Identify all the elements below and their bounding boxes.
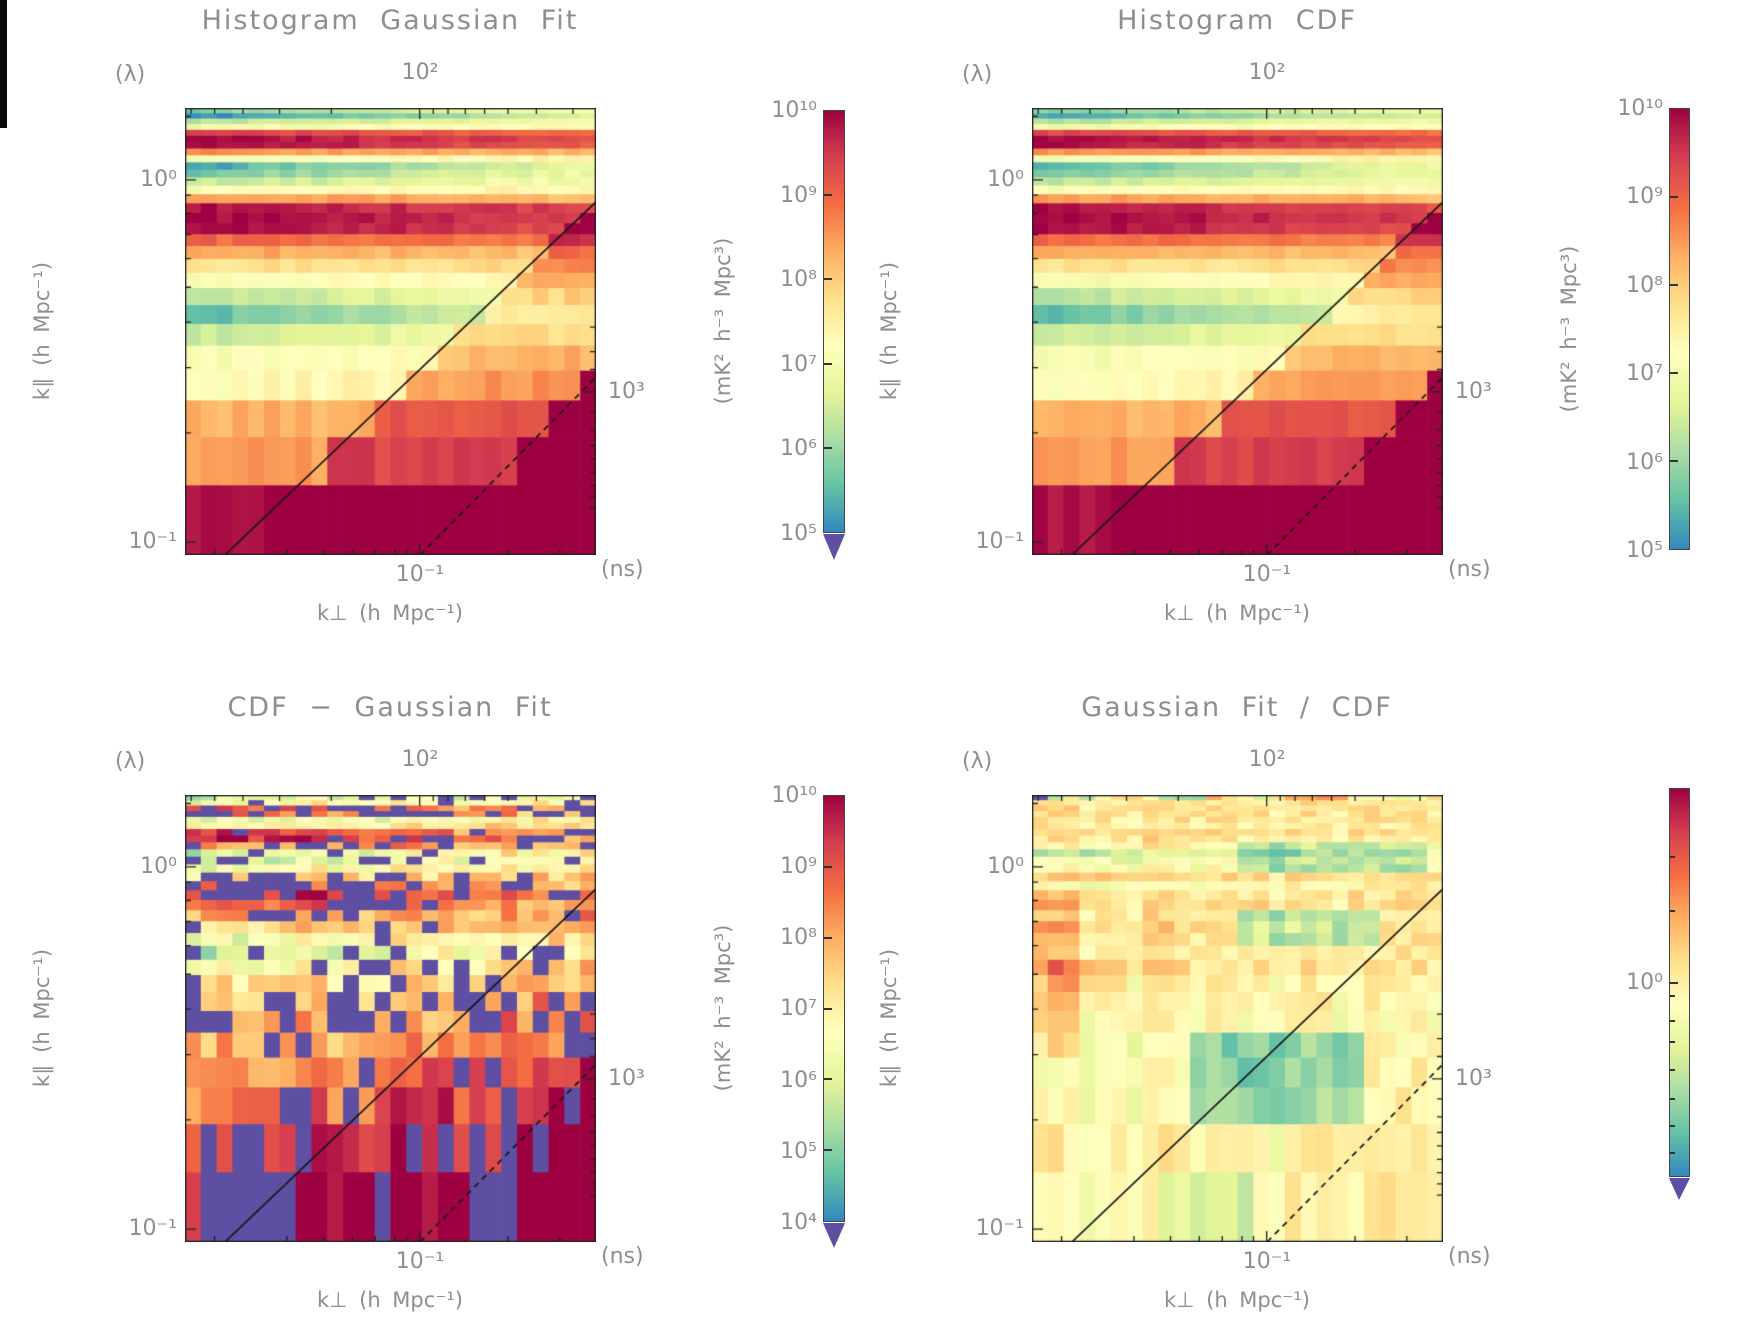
colorbar-tick [1670, 196, 1678, 198]
x-axis-label: k⊥ (h Mpc⁻¹) [1164, 1288, 1310, 1312]
colorbar-tick-label: 10⁸ [1626, 273, 1663, 298]
colorbar-tick-label: 10⁷ [780, 996, 817, 1021]
colorbar-tick [824, 446, 832, 449]
right-axis-unit-label: (ns) [1448, 1244, 1491, 1269]
colorbar-tick [824, 1007, 832, 1010]
colorbar-tick-label: 10⁷ [1626, 361, 1663, 386]
colorbar-tick-label: 10⁸ [780, 267, 817, 292]
heatmap-gaussian-fit-over-cdf [1032, 795, 1443, 1242]
colorbar-tick [824, 1078, 832, 1081]
colorbar-underflow-arrow [823, 1223, 845, 1248]
colorbar-tick [824, 194, 832, 197]
right-axis-tick-label: 10³ [1455, 1066, 1492, 1091]
colorbar-tick [1670, 1068, 1675, 1071]
top-axis-lambda-label: (λ) [115, 749, 146, 774]
x-axis-tick-label: 10⁻¹ [395, 1249, 445, 1274]
colorbar-tick-label: 10⁵ [1626, 538, 1663, 563]
colorbar-tick [1670, 995, 1675, 998]
colorbar-underflow-arrow [823, 534, 845, 560]
y-axis-label: k∥ (h Mpc⁻¹) [30, 948, 54, 1088]
right-axis-unit-label: (ns) [601, 557, 644, 582]
colorbar-tick [824, 278, 832, 281]
colorbar-unit-label: (mK² h⁻³ Mpc³) [1557, 245, 1581, 413]
colorbar-tick-label: 10¹⁰ [771, 783, 817, 808]
y-axis-tick-upper: 10⁰ [987, 167, 1024, 192]
top-axis-lambda-label: (λ) [115, 62, 146, 87]
colorbar-tick-label: 10⁷ [780, 352, 817, 377]
colorbar-underflow-arrow [1669, 1178, 1690, 1200]
colorbar-tick [1670, 1097, 1675, 1100]
colorbar-tick [1670, 909, 1675, 912]
y-axis-label: k∥ (h Mpc⁻¹) [877, 261, 901, 401]
y-axis-tick-upper: 10⁰ [140, 167, 177, 192]
right-axis-tick-label: 10³ [1455, 379, 1492, 404]
colorbar-tick [1670, 460, 1678, 462]
y-axis-tick-lower: 10⁻¹ [128, 529, 177, 554]
top-axis-tick-label: 10² [401, 747, 439, 772]
page-title: Histogram CDF [1117, 5, 1357, 36]
colorbar-tick [824, 1149, 832, 1152]
right-axis-tick-label: 10³ [608, 1066, 645, 1091]
x-axis-label: k⊥ (h Mpc⁻¹) [317, 601, 463, 625]
colorbar-tick [1670, 1151, 1675, 1154]
page-title: Gaussian Fit / CDF [1081, 692, 1393, 723]
colorbar-tick [824, 362, 832, 365]
colorbar-tick [1670, 372, 1678, 374]
y-axis-tick-lower: 10⁻¹ [975, 529, 1024, 554]
window-edge-artifact [0, 0, 7, 128]
y-axis-label: k∥ (h Mpc⁻¹) [30, 261, 54, 401]
x-axis-tick-label: 10⁻¹ [1242, 1249, 1292, 1274]
colorbar [1669, 788, 1690, 1177]
colorbar-unit-label: (mK² h⁻³ Mpc³) [711, 924, 735, 1092]
colorbar-tick-label: 10⁶ [1626, 450, 1663, 475]
colorbar-tick-label: 10¹⁰ [771, 98, 817, 123]
page-title: Histogram Gaussian Fit [201, 5, 579, 36]
colorbar-tick [824, 936, 832, 939]
x-axis-label: k⊥ (h Mpc⁻¹) [1164, 601, 1310, 625]
colorbar-tick [1670, 1124, 1675, 1127]
colorbar-tick-label: 10⁰ [1626, 970, 1663, 995]
y-axis-tick-lower: 10⁻¹ [128, 1216, 177, 1241]
top-axis-tick-label: 10² [1248, 747, 1286, 772]
colorbar-tick [1670, 855, 1675, 858]
colorbar-tick-label: 10⁵ [780, 1139, 817, 1164]
heatmap-histogram-gaussian-fit [185, 108, 596, 555]
colorbar-tick-label: 10⁸ [780, 925, 817, 950]
page-title: CDF − Gaussian Fit [227, 692, 553, 723]
colorbar-tick-label: 10⁵ [780, 521, 817, 546]
colorbar-tick [1670, 284, 1678, 286]
colorbar-tick-label: 10⁹ [780, 854, 817, 879]
colorbar-tick-label: 10⁹ [1626, 184, 1663, 209]
colorbar [823, 795, 845, 1222]
top-axis-lambda-label: (λ) [962, 62, 993, 87]
colorbar-tick-label: 10⁹ [780, 183, 817, 208]
colorbar [823, 110, 845, 533]
colorbar-tick-label: 10⁶ [780, 1068, 817, 1093]
right-axis-unit-label: (ns) [601, 1244, 644, 1269]
y-axis-tick-upper: 10⁰ [140, 854, 177, 879]
right-axis-tick-label: 10³ [608, 379, 645, 404]
colorbar-unit-label: (mK² h⁻³ Mpc³) [711, 237, 735, 405]
y-axis-tick-lower: 10⁻¹ [975, 1216, 1024, 1241]
colorbar-tick [1670, 1020, 1675, 1023]
y-axis-tick-upper: 10⁰ [987, 854, 1024, 879]
top-axis-lambda-label: (λ) [962, 749, 993, 774]
colorbar-tick-label: 10⁶ [780, 436, 817, 461]
heatmap-histogram-cdf [1032, 108, 1443, 555]
top-axis-tick-label: 10² [1248, 60, 1286, 85]
colorbar-tick [1670, 981, 1678, 984]
heatmap-cdf-minus-gaussian-fit [185, 795, 596, 1242]
y-axis-label: k∥ (h Mpc⁻¹) [877, 948, 901, 1088]
x-axis-label: k⊥ (h Mpc⁻¹) [317, 1288, 463, 1312]
top-axis-tick-label: 10² [401, 60, 439, 85]
colorbar-tick [1670, 1041, 1675, 1044]
colorbar-tick-label: 10¹⁰ [1617, 96, 1663, 121]
x-axis-tick-label: 10⁻¹ [395, 562, 445, 587]
colorbar [1669, 108, 1690, 550]
colorbar-tick-label: 10⁴ [780, 1210, 817, 1235]
colorbar-tick [824, 865, 832, 868]
right-axis-unit-label: (ns) [1448, 557, 1491, 582]
x-axis-tick-label: 10⁻¹ [1242, 562, 1292, 587]
